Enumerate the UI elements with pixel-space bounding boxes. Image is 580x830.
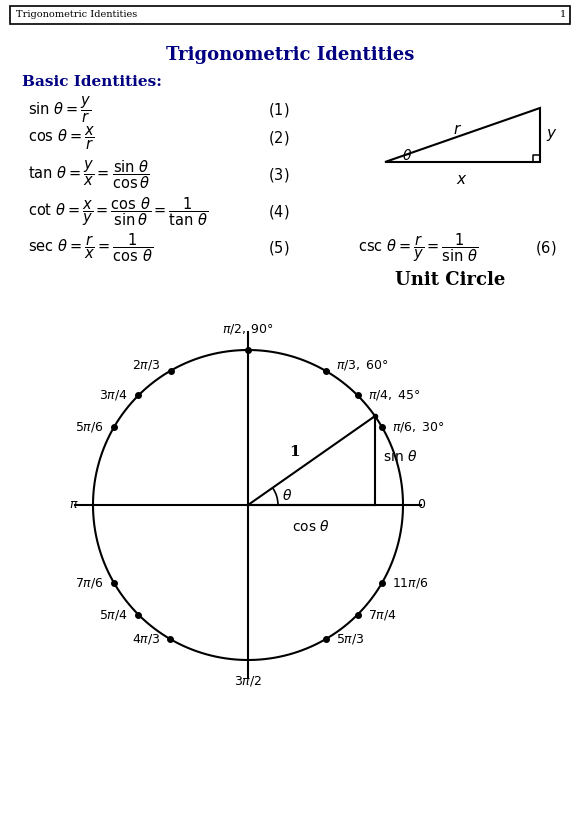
Text: $( 4 )$: $( 4 )$ bbox=[268, 203, 289, 221]
Text: Trigonometric Identities: Trigonometric Identities bbox=[166, 46, 414, 64]
Text: $5\pi/3$: $5\pi/3$ bbox=[335, 632, 364, 647]
Text: $\theta$: $\theta$ bbox=[402, 149, 412, 164]
Text: 1: 1 bbox=[560, 11, 566, 19]
Text: $\pi/2,\;90°$: $\pi/2,\;90°$ bbox=[222, 322, 274, 336]
Text: $\pi/3,\;60°$: $\pi/3,\;60°$ bbox=[335, 358, 388, 372]
Text: $( 5 )$: $( 5 )$ bbox=[268, 239, 289, 257]
Text: $x$: $x$ bbox=[456, 173, 468, 187]
Text: $y$: $y$ bbox=[546, 127, 557, 143]
Text: Basic Identities:: Basic Identities: bbox=[22, 75, 162, 89]
Text: $\cos\,\theta$: $\cos\,\theta$ bbox=[292, 519, 331, 534]
Text: $\tan\,\theta =\dfrac{y}{x}=\dfrac{\sin\,\theta}{\cos\theta}$: $\tan\,\theta =\dfrac{y}{x}=\dfrac{\sin\… bbox=[28, 159, 150, 191]
Text: $7\pi/6$: $7\pi/6$ bbox=[75, 575, 104, 589]
Text: $( 2 )$: $( 2 )$ bbox=[268, 129, 289, 147]
Text: $\pi/4,\;45°$: $\pi/4,\;45°$ bbox=[368, 388, 420, 403]
Text: $( 6 )$: $( 6 )$ bbox=[535, 239, 556, 257]
Text: Trigonometric Identities: Trigonometric Identities bbox=[16, 11, 137, 19]
Text: $5\pi/6$: $5\pi/6$ bbox=[75, 421, 104, 434]
Text: $\cot\,\theta =\dfrac{x}{y}=\dfrac{\cos\,\theta}{\sin\theta}=\dfrac{1}{\tan\,\th: $\cot\,\theta =\dfrac{x}{y}=\dfrac{\cos\… bbox=[28, 196, 209, 228]
Text: $5\pi/4$: $5\pi/4$ bbox=[100, 608, 128, 622]
Text: $\pi/6,\;30°$: $\pi/6,\;30°$ bbox=[392, 421, 445, 434]
Text: $\sec\,\theta =\dfrac{r}{x}=\dfrac{1}{\cos\,\theta}$: $\sec\,\theta =\dfrac{r}{x}=\dfrac{1}{\c… bbox=[28, 232, 153, 264]
Text: $7\pi/4$: $7\pi/4$ bbox=[368, 608, 397, 622]
Text: $( 1 )$: $( 1 )$ bbox=[268, 101, 289, 119]
Text: $3\pi/4$: $3\pi/4$ bbox=[100, 388, 128, 403]
Text: $\sin\,\theta =\dfrac{y}{r}$: $\sin\,\theta =\dfrac{y}{r}$ bbox=[28, 95, 92, 125]
Text: $3\pi/2$: $3\pi/2$ bbox=[234, 674, 262, 688]
Text: $\cos\,\theta =\dfrac{x}{r}$: $\cos\,\theta =\dfrac{x}{r}$ bbox=[28, 124, 95, 152]
Text: $\csc\,\theta =\dfrac{r}{y}=\dfrac{1}{\sin\,\theta}$: $\csc\,\theta =\dfrac{r}{y}=\dfrac{1}{\s… bbox=[358, 232, 478, 264]
Text: $\pi$: $\pi$ bbox=[70, 499, 79, 511]
Text: Unit Circle: Unit Circle bbox=[395, 271, 505, 289]
Text: $11\pi/6$: $11\pi/6$ bbox=[392, 575, 429, 589]
Text: $( 3 )$: $( 3 )$ bbox=[268, 166, 289, 184]
Text: $2\pi/3$: $2\pi/3$ bbox=[132, 358, 161, 372]
Text: 1: 1 bbox=[289, 446, 300, 459]
Text: $r$: $r$ bbox=[454, 123, 462, 137]
Bar bbox=[10, 6, 570, 24]
Text: $\theta$: $\theta$ bbox=[282, 487, 292, 502]
Text: $\sin\,\theta$: $\sin\,\theta$ bbox=[383, 449, 418, 464]
Text: $0$: $0$ bbox=[417, 499, 426, 511]
Text: $4\pi/3$: $4\pi/3$ bbox=[132, 632, 161, 647]
